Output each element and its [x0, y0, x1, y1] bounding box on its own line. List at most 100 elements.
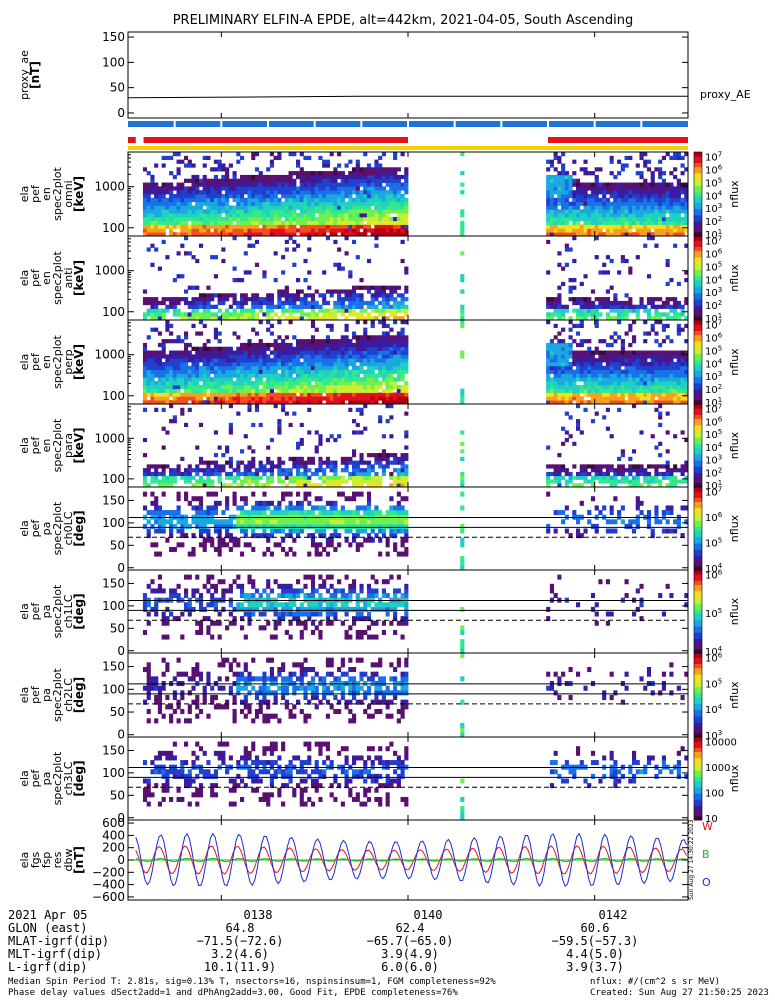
cell [213, 373, 218, 378]
cell [684, 243, 689, 248]
cell [225, 483, 230, 488]
cell [352, 479, 357, 484]
cell [381, 346, 386, 351]
cell [251, 293, 256, 298]
cell [318, 209, 323, 214]
cell [269, 381, 274, 386]
cell [363, 384, 368, 390]
cell [620, 228, 625, 233]
cell [254, 346, 260, 351]
cell [658, 201, 663, 206]
cell [583, 381, 588, 386]
cell [243, 312, 248, 317]
cell [288, 312, 293, 317]
cell [568, 342, 573, 348]
ylabel-line: [keV] [72, 176, 86, 212]
cell [650, 327, 655, 332]
cell [337, 247, 342, 252]
cell [172, 194, 177, 199]
cell [632, 186, 637, 191]
cell [363, 197, 368, 203]
cell [613, 209, 618, 214]
cell [684, 152, 689, 157]
cell [576, 354, 581, 359]
cell [393, 152, 398, 157]
cell [240, 174, 245, 180]
cell [299, 216, 304, 222]
cell [310, 205, 316, 210]
cell [352, 475, 357, 480]
cell [654, 377, 659, 382]
cell [359, 335, 364, 340]
cell [594, 186, 599, 191]
colorbar-tick: 102 [705, 299, 722, 312]
cell [251, 312, 256, 317]
cell [273, 304, 278, 309]
cell [344, 201, 349, 206]
cell [594, 396, 599, 401]
cell [258, 460, 263, 465]
cell [400, 182, 405, 187]
cell [363, 475, 368, 480]
cell [184, 350, 189, 355]
cell [359, 232, 364, 237]
cell [553, 228, 558, 233]
cell [546, 201, 551, 206]
cell [393, 365, 398, 371]
cell [243, 186, 248, 191]
cell [187, 251, 192, 256]
cell [546, 300, 551, 306]
cell [355, 339, 360, 344]
cell [154, 247, 159, 252]
cell [587, 377, 592, 382]
cell [161, 384, 166, 390]
cell [389, 174, 394, 180]
cell [355, 300, 360, 306]
cell [404, 201, 409, 206]
cell [198, 373, 204, 378]
cell [243, 209, 248, 214]
cell [277, 190, 282, 195]
cell [187, 407, 192, 412]
cell [404, 228, 409, 233]
cell [344, 182, 349, 187]
cell [314, 224, 319, 229]
cell [165, 377, 170, 382]
cell [325, 460, 330, 465]
cell [198, 209, 204, 214]
cell [546, 205, 551, 210]
cell [236, 220, 241, 225]
cell [639, 155, 644, 161]
cell [206, 479, 211, 484]
cell [650, 174, 655, 180]
cell [639, 213, 644, 218]
cell [273, 464, 278, 469]
cell [150, 392, 155, 397]
cell [396, 182, 401, 187]
cell [385, 392, 390, 397]
cell [217, 186, 222, 191]
cell [344, 228, 349, 233]
cell [366, 384, 372, 390]
cell [266, 316, 271, 321]
cell [296, 190, 301, 195]
cell [617, 358, 622, 363]
cell [288, 205, 293, 210]
cell [288, 213, 293, 218]
cell [366, 289, 372, 294]
cell [366, 483, 372, 488]
cell [258, 228, 263, 233]
cell [247, 186, 252, 191]
cell [348, 456, 353, 461]
cell [546, 224, 551, 229]
cell [564, 182, 569, 187]
cell [288, 236, 293, 241]
cell [273, 404, 278, 409]
cell [598, 197, 603, 203]
cell [661, 392, 666, 397]
cell [247, 381, 252, 386]
cell [665, 201, 670, 206]
cell [673, 224, 678, 229]
cell [374, 213, 379, 218]
cell [225, 205, 230, 210]
